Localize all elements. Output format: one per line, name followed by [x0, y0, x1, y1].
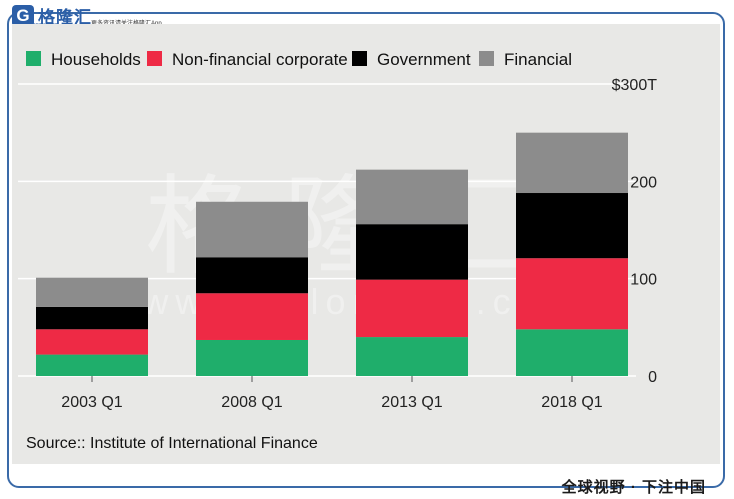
legend-swatch — [26, 51, 41, 66]
y-tick-label: 0 — [648, 369, 657, 386]
bar-segment — [356, 169, 468, 225]
x-axis-labels: 2003 Q1 2008 Q1 2013 Q1 2018 Q1 — [61, 376, 603, 411]
bar-segment — [36, 329, 148, 355]
legend: Households Non-financial corporate Governm… — [26, 50, 572, 69]
legend-swatch — [352, 51, 367, 66]
bar-segment — [516, 329, 628, 376]
bars — [36, 132, 628, 376]
bar-segment — [516, 193, 628, 259]
bar-segment — [196, 201, 308, 258]
footer-slogan: 全球视野 · 下注中国 — [561, 479, 706, 496]
bar-segment — [196, 339, 308, 376]
bar-segment — [516, 258, 628, 330]
x-tick-label: 2018 Q1 — [541, 394, 602, 411]
y-tick-label: 200 — [630, 174, 657, 191]
legend-label: Financial — [504, 50, 572, 69]
logo-name: 格隆汇 — [38, 8, 92, 27]
legend-label: Households — [51, 50, 141, 69]
y-tick-label: $300T — [612, 77, 658, 94]
bar-segment — [196, 257, 308, 294]
source-note: Source:: Institute of International Fina… — [26, 435, 318, 452]
logo-mark-icon: G — [12, 4, 34, 27]
x-tick-label: 2003 Q1 — [61, 394, 122, 411]
x-tick-label: 2008 Q1 — [221, 394, 282, 411]
bar-segment — [36, 354, 148, 376]
y-tick-label: 100 — [630, 272, 657, 289]
bar-segment — [356, 279, 468, 338]
bar-segment — [36, 306, 148, 330]
legend-label: Non-financial corporate — [172, 50, 348, 69]
bar-segment — [36, 277, 148, 307]
bar-segment — [516, 132, 628, 194]
legend-swatch — [479, 51, 494, 66]
y-axis-labels: 0 100 200 $300T — [612, 77, 658, 386]
x-tick-label: 2013 Q1 — [381, 394, 442, 411]
bar-segment — [356, 224, 468, 280]
brand-logo: G 格隆汇 — [12, 3, 92, 28]
bar-segment — [356, 337, 468, 376]
legend-swatch — [147, 51, 162, 66]
legend-label: Government — [377, 50, 471, 69]
bar-segment — [196, 293, 308, 340]
